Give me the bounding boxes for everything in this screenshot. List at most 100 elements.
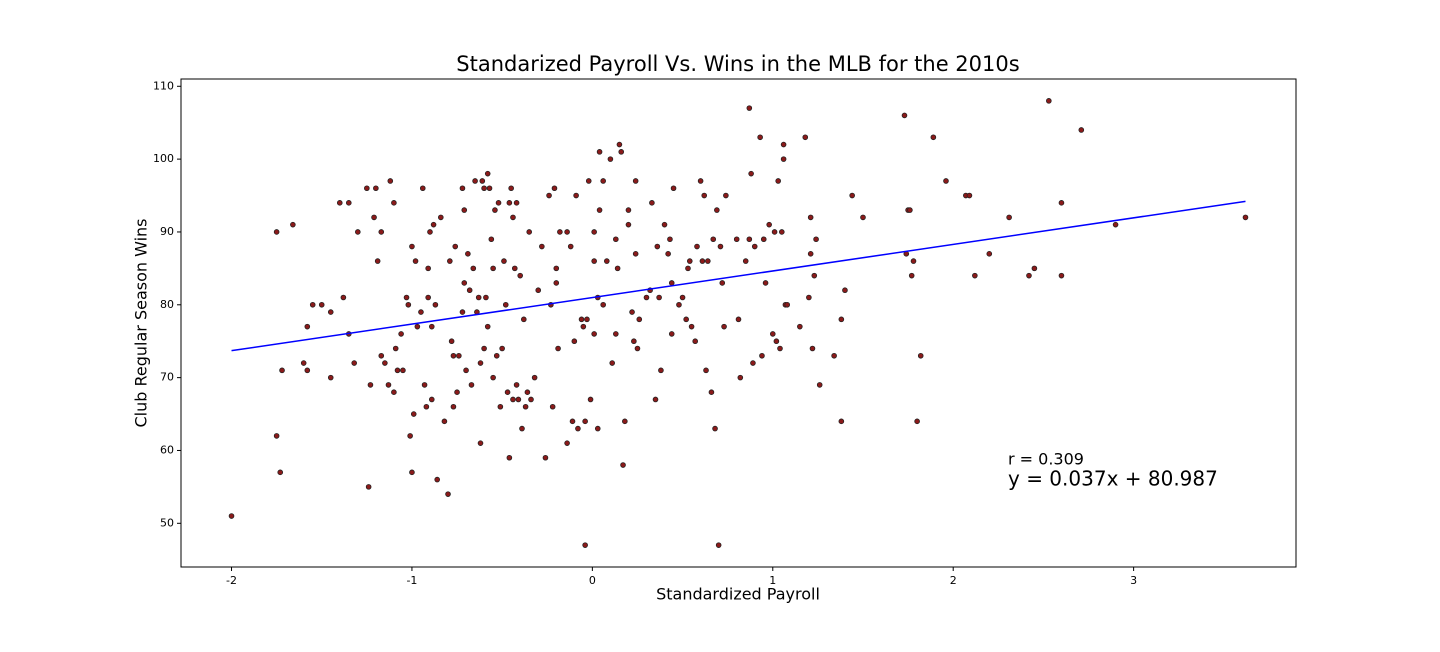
point [477, 360, 484, 366]
point [910, 258, 917, 264]
point [751, 243, 758, 250]
point [831, 352, 837, 359]
point [345, 200, 352, 206]
point [701, 192, 708, 199]
point [481, 345, 487, 352]
point [766, 221, 772, 228]
point [636, 316, 643, 323]
point [428, 323, 435, 330]
point [733, 236, 740, 243]
point [629, 309, 635, 315]
point [607, 156, 614, 162]
point [522, 403, 529, 410]
point [807, 214, 814, 221]
point [760, 236, 767, 243]
point [336, 200, 343, 206]
point [513, 200, 520, 206]
point [813, 236, 819, 243]
point [838, 316, 845, 323]
point [661, 221, 668, 228]
point [596, 207, 603, 213]
point [658, 367, 664, 374]
point [1026, 272, 1032, 279]
point [421, 382, 428, 388]
point [450, 403, 457, 410]
point [580, 323, 587, 330]
point [513, 382, 520, 388]
point [510, 396, 516, 403]
point [569, 418, 576, 425]
point [986, 251, 993, 257]
point [279, 367, 285, 374]
point [551, 185, 558, 192]
y-tick-label: 50 [160, 516, 174, 529]
x-tick-label: 3 [1130, 574, 1137, 587]
point [685, 265, 691, 272]
point [697, 178, 704, 184]
point [515, 396, 522, 403]
point [391, 200, 397, 206]
point [309, 301, 316, 308]
point [392, 345, 399, 352]
point [508, 185, 514, 192]
point [571, 338, 578, 345]
point [459, 185, 466, 192]
x-tick-label: 2 [950, 574, 957, 587]
point [807, 251, 814, 257]
point [901, 112, 908, 119]
point [1112, 221, 1119, 228]
point [667, 236, 673, 243]
point [432, 301, 439, 308]
point [488, 236, 495, 243]
point [418, 309, 424, 315]
point [414, 323, 421, 330]
point [652, 396, 659, 403]
point [907, 207, 913, 213]
point [430, 221, 437, 228]
point [517, 272, 523, 279]
point [1046, 98, 1052, 104]
point [553, 265, 560, 272]
point [771, 229, 778, 235]
point [578, 316, 585, 323]
point [504, 389, 511, 395]
point [842, 287, 848, 294]
point [686, 258, 693, 264]
point [917, 352, 924, 359]
point [723, 192, 729, 199]
point [452, 243, 459, 250]
point [665, 251, 671, 257]
x-tick-label: 1 [769, 574, 776, 587]
point [1006, 214, 1012, 221]
point [649, 200, 655, 206]
point [425, 294, 431, 301]
point [365, 484, 372, 490]
point [618, 149, 625, 155]
point [591, 258, 597, 264]
point [454, 389, 460, 395]
point [966, 192, 973, 199]
point [930, 134, 937, 141]
point [712, 425, 718, 432]
point [631, 338, 637, 345]
point [371, 214, 377, 221]
plot-frame [180, 78, 1297, 568]
point [676, 301, 682, 308]
point [557, 229, 563, 235]
point [699, 258, 706, 264]
point [643, 294, 650, 301]
point [495, 200, 502, 206]
point [340, 294, 347, 301]
point [750, 360, 756, 366]
point [290, 221, 296, 228]
point [407, 433, 413, 439]
point [769, 331, 776, 337]
point [780, 141, 787, 148]
point [573, 192, 579, 199]
point [625, 221, 632, 228]
x-tick-label: -1 [406, 574, 417, 587]
point [1058, 200, 1065, 206]
point [780, 156, 787, 162]
point [668, 331, 675, 337]
